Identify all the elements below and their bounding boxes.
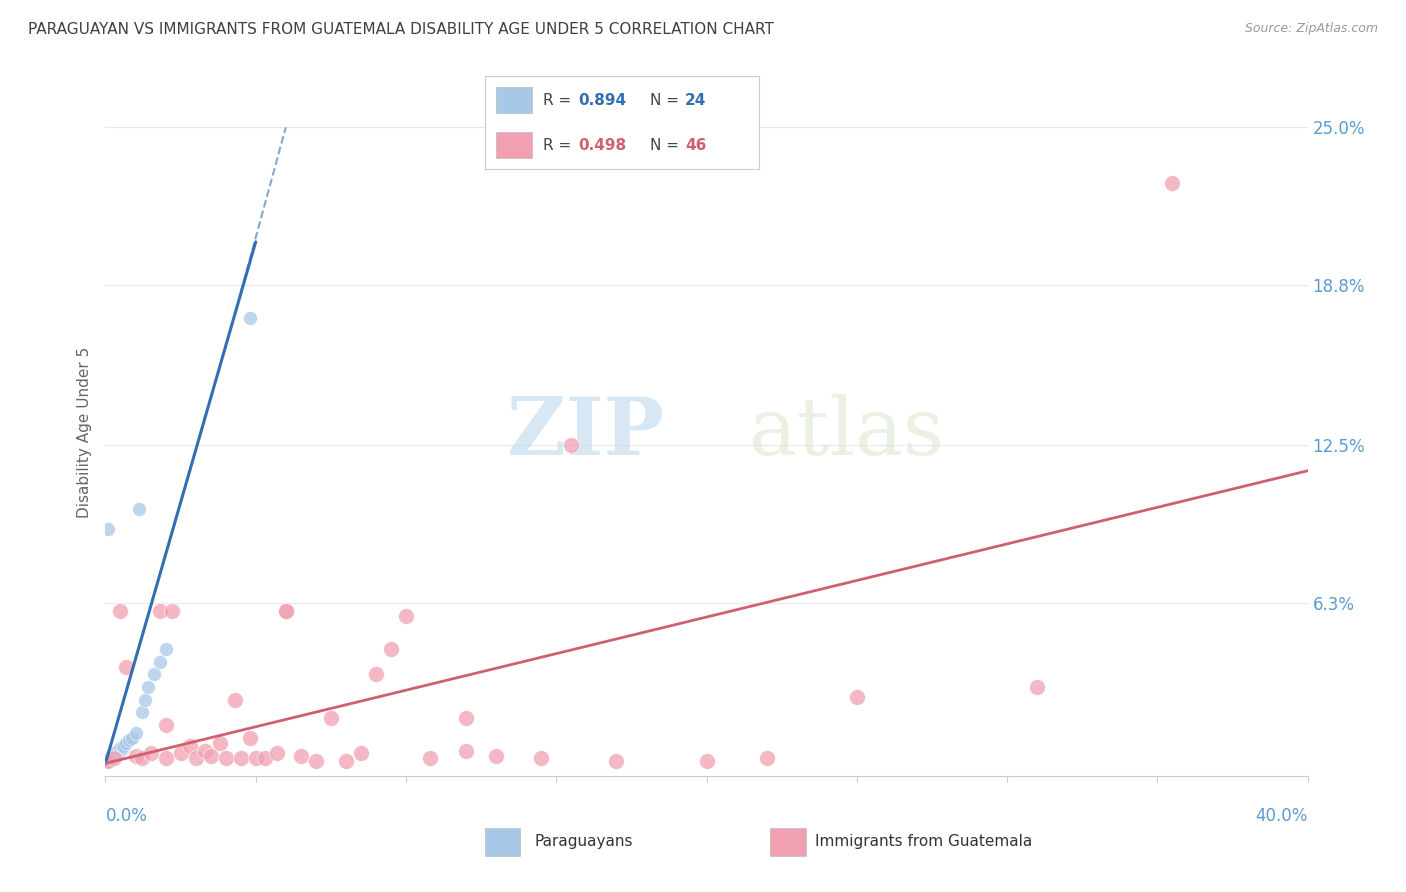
Text: R =: R = (543, 93, 576, 108)
Point (136, 680, 159, 694)
Point (530, 751, 553, 765)
Point (454, 710, 477, 724)
Point (112, 739, 135, 753)
Point (845, 690, 868, 705)
Point (380, 641, 402, 656)
Text: atlas: atlas (748, 393, 943, 472)
Point (229, 751, 252, 765)
Point (110, 741, 132, 756)
Point (139, 746, 162, 760)
Point (253, 751, 276, 765)
Point (214, 751, 236, 765)
Text: N =: N = (650, 93, 683, 108)
Point (485, 748, 508, 763)
Point (97, 754, 120, 768)
Point (124, 726, 146, 740)
Point (155, 641, 177, 656)
Point (266, 746, 288, 760)
Point (128, 502, 150, 516)
Point (97, 522, 120, 536)
Point (290, 748, 312, 763)
Point (1161, 177, 1184, 191)
Point (239, 731, 262, 745)
Point (274, 604, 297, 618)
Point (239, 311, 262, 326)
Point (350, 746, 373, 760)
Point (142, 667, 165, 681)
Point (100, 751, 122, 765)
Point (184, 751, 207, 765)
Point (1026, 680, 1049, 694)
Point (107, 746, 129, 760)
Point (115, 659, 138, 673)
Point (335, 754, 357, 768)
Text: R =: R = (543, 137, 576, 153)
Text: PARAGUAYAN VS IMMIGRANTS FROM GUATEMALA DISABILITY AGE UNDER 5 CORRELATION CHART: PARAGUAYAN VS IMMIGRANTS FROM GUATEMALA … (28, 22, 773, 37)
Text: 46: 46 (685, 137, 707, 153)
Point (115, 736, 138, 750)
Point (200, 748, 222, 763)
Point (605, 754, 627, 768)
Text: 24: 24 (685, 93, 707, 108)
Point (103, 748, 125, 763)
Text: 0.498: 0.498 (578, 137, 627, 153)
Point (245, 751, 267, 765)
Point (194, 743, 217, 757)
Point (208, 736, 231, 750)
Point (118, 733, 141, 747)
Point (112, 741, 135, 756)
Y-axis label: Disability Age Under 5: Disability Age Under 5 (76, 347, 91, 518)
Point (110, 743, 132, 757)
Point (755, 751, 778, 765)
Point (454, 743, 477, 757)
Text: 0.894: 0.894 (578, 93, 627, 108)
Text: 40.0%: 40.0% (1256, 807, 1308, 825)
Point (305, 754, 328, 768)
Point (148, 655, 170, 669)
Point (100, 748, 122, 763)
Point (107, 743, 129, 757)
Text: Immigrants from Guatemala: Immigrants from Guatemala (815, 834, 1033, 848)
Point (103, 746, 125, 760)
Point (97, 754, 120, 768)
Point (224, 692, 246, 706)
Point (395, 608, 418, 623)
Point (131, 706, 153, 720)
Text: N =: N = (650, 137, 683, 153)
Point (155, 718, 177, 732)
Point (103, 751, 125, 765)
Text: Paraguayans: Paraguayans (534, 834, 633, 848)
Point (696, 754, 718, 768)
Point (131, 751, 153, 765)
Point (560, 438, 582, 452)
Point (179, 739, 201, 753)
Point (155, 751, 177, 765)
Point (134, 692, 156, 706)
Point (319, 710, 342, 724)
Point (160, 604, 183, 618)
Point (169, 746, 191, 760)
Point (148, 604, 170, 618)
Point (110, 604, 132, 618)
Point (121, 731, 143, 745)
Point (419, 751, 441, 765)
Text: 0.0%: 0.0% (105, 807, 148, 825)
Text: ZIP: ZIP (508, 393, 665, 472)
Point (364, 667, 387, 681)
Text: Source: ZipAtlas.com: Source: ZipAtlas.com (1244, 22, 1378, 36)
Bar (496, 87, 531, 113)
Point (124, 748, 146, 763)
Bar (496, 132, 531, 158)
Point (274, 604, 297, 618)
